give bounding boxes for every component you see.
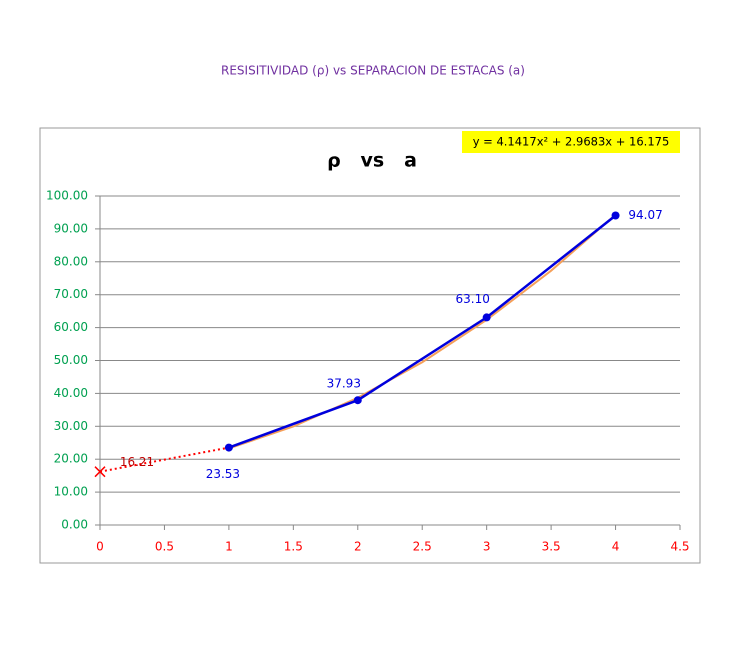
y-tick-label: 40.00 <box>54 386 88 400</box>
series-line <box>228 214 617 449</box>
trendline-equation: y = 4.1417x² + 2.9683x + 16.175 <box>473 135 670 149</box>
y-tick-label: 70.00 <box>54 287 88 301</box>
x-tick-label: 2.5 <box>413 540 432 554</box>
chart-frame <box>39 127 701 564</box>
data-point <box>482 313 491 322</box>
x-tick-label: 1 <box>225 540 233 554</box>
y-tick-label: 0.00 <box>61 518 88 532</box>
data-label: 23.53 <box>206 467 240 481</box>
x-tick-label: 1.5 <box>284 540 303 554</box>
series-line <box>228 213 617 450</box>
x-tick-label: 4.5 <box>670 540 689 554</box>
y-tick-label: 10.00 <box>54 485 88 499</box>
data-label: 94.07 <box>628 208 662 222</box>
x-tick-label: 0.5 <box>155 540 174 554</box>
y-tick-label: 80.00 <box>54 254 88 268</box>
x-tick-label: 2 <box>354 540 362 554</box>
data-point <box>353 396 362 405</box>
x-tick-label: 4 <box>612 540 620 554</box>
x-tick-label: 0 <box>96 540 104 554</box>
x-tick-label: 3.5 <box>542 540 561 554</box>
data-point <box>224 443 233 452</box>
equation-box <box>462 131 680 153</box>
x-tick-label: 3 <box>483 540 491 554</box>
data-point <box>611 211 620 220</box>
data-point <box>94 466 106 478</box>
y-tick-label: 20.00 <box>54 452 88 466</box>
data-label: 37.93 <box>327 377 361 391</box>
y-tick-label: 60.00 <box>54 320 88 334</box>
data-label: 16.21 <box>120 455 154 469</box>
chart-title: ρ vs a <box>327 150 417 172</box>
y-tick-label: 30.00 <box>54 419 88 433</box>
y-tick-label: 100.00 <box>46 189 88 203</box>
y-tick-label: 50.00 <box>54 353 88 367</box>
page-title: RESISITIVIDAD (ρ) vs SEPARACION DE ESTAC… <box>221 64 525 78</box>
y-tick-label: 90.00 <box>54 221 88 235</box>
data-label: 63.10 <box>455 292 489 306</box>
series-line <box>99 446 230 473</box>
